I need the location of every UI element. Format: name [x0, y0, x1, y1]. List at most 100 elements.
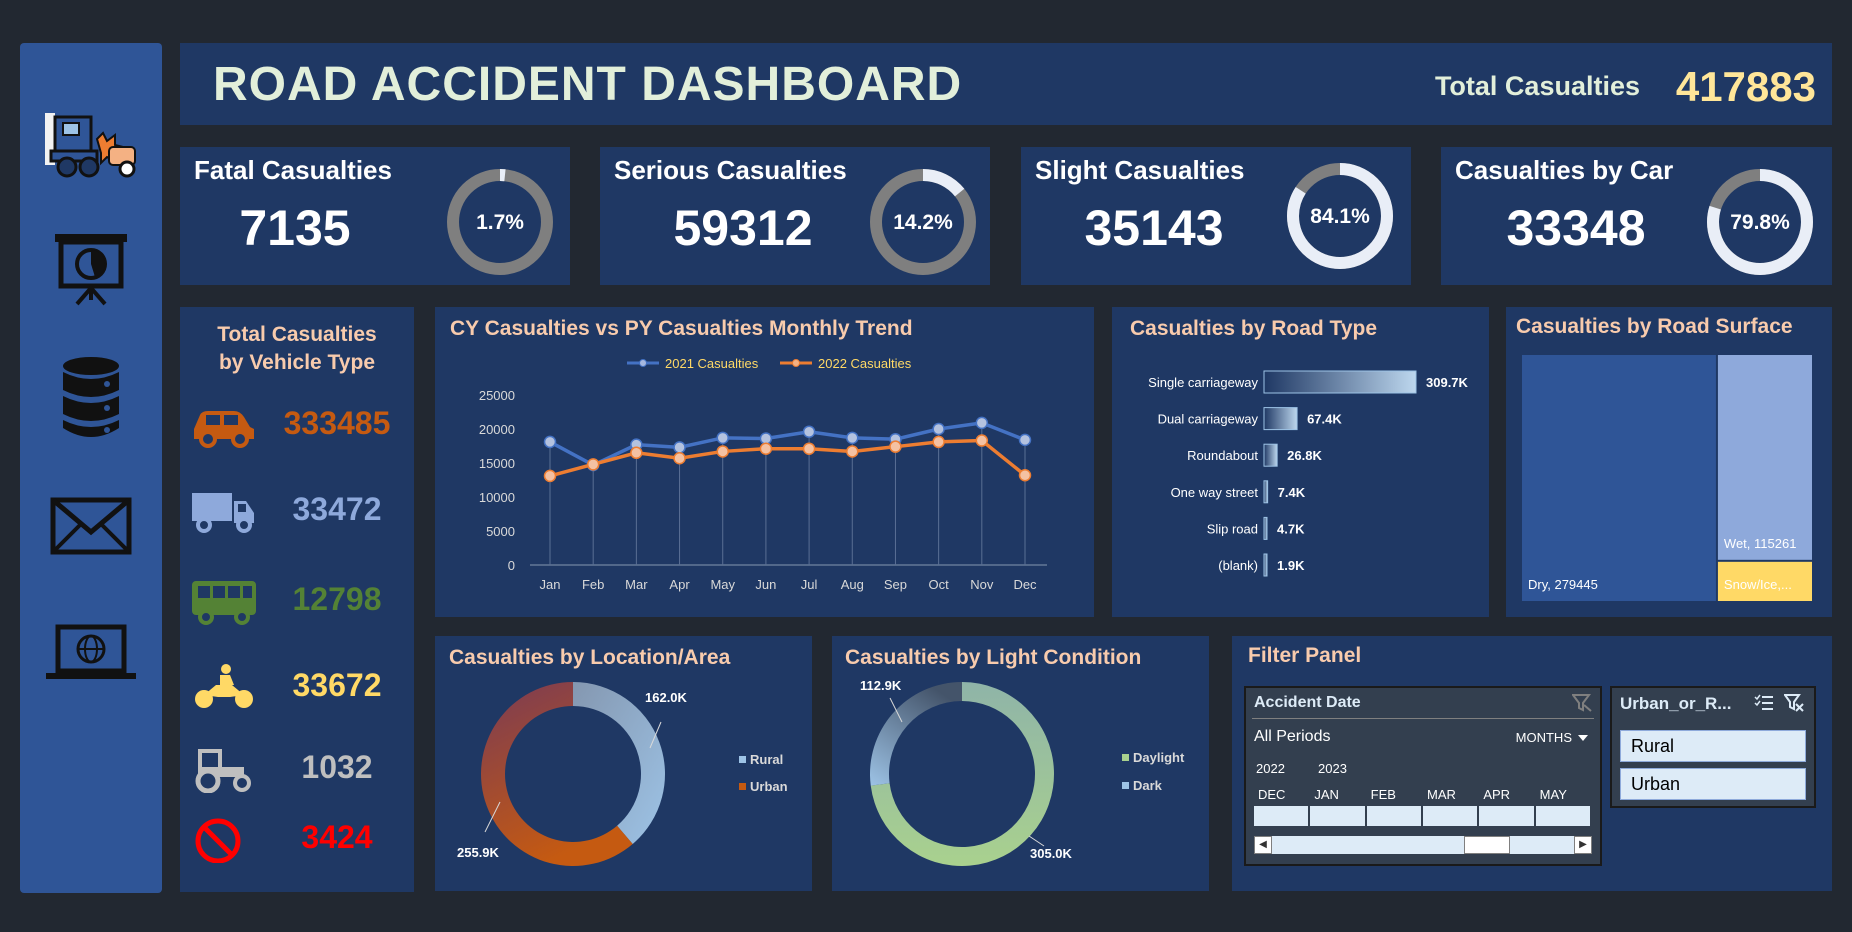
timeline-scrollbar[interactable]: ◀ ▶	[1254, 836, 1592, 854]
multi-select-icon[interactable]	[1754, 694, 1774, 712]
filter-panel: Filter Panel Accident Date All Periods M…	[1232, 636, 1832, 891]
data-point	[802, 425, 816, 438]
data-point	[759, 442, 773, 455]
data-point	[759, 432, 773, 445]
data-point	[716, 445, 729, 458]
scroll-thumb[interactable]	[1464, 836, 1510, 854]
x-tick-label: Mar	[625, 577, 648, 592]
vehicle-value-tractor: 1032	[301, 749, 373, 785]
month-cell[interactable]	[1254, 806, 1309, 826]
road-surface-treemap: Dry, 279445 Wet, 115261 Snow/Ice,...	[1522, 355, 1812, 601]
month-cell[interactable]	[1366, 806, 1421, 826]
car-icon	[194, 411, 254, 448]
x-tick-label: Sep	[884, 577, 907, 592]
vehicle-row-bus: 12798	[180, 571, 418, 631]
scroll-right-icon[interactable]: ▶	[1574, 836, 1592, 854]
bar	[1263, 443, 1278, 467]
data-point	[932, 435, 945, 449]
clear-filter-icon[interactable]	[1784, 694, 1804, 712]
bar-value-label: 67.4K	[1307, 412, 1342, 427]
road-type-panel: Casualties by Road Type Single carriagew…	[1112, 307, 1489, 617]
month-cell[interactable]	[1310, 806, 1365, 826]
accident-icon[interactable]	[20, 98, 162, 188]
data-point	[975, 434, 989, 447]
data-point	[673, 451, 686, 465]
vehicle-row-other: 3424	[180, 809, 418, 869]
kpi-card-serious: Serious Casualties 59312 14.2%	[600, 147, 990, 285]
vehicle-row-car: 333485	[180, 395, 418, 455]
kpi-card-car: Casualties by Car 33348 79.8%	[1441, 147, 1832, 285]
donut-slice-urban	[481, 682, 633, 866]
vehicle-value-other: 3424	[301, 819, 373, 855]
legend-swatch	[1122, 754, 1129, 761]
database-icon[interactable]	[20, 353, 162, 443]
mail-icon[interactable]	[20, 481, 162, 571]
clear-filter-icon[interactable]	[1572, 694, 1592, 712]
legend-label: Rural	[750, 752, 783, 767]
x-tick-label: Jun	[755, 577, 776, 592]
date-timeline-slicer[interactable]: Accident Date All Periods MONTHS 2022 20…	[1244, 686, 1602, 866]
year-label-2022: 2022	[1256, 761, 1285, 776]
vehicle-value-truck: 33472	[292, 491, 382, 527]
vehicle-title-line2: by Vehicle Type	[218, 351, 375, 374]
x-tick-label: Feb	[582, 577, 604, 592]
bar-value-label: 7.4K	[1278, 485, 1306, 500]
kpi-ring-car: 79.8%	[1707, 169, 1813, 275]
month-label: MAR	[1427, 787, 1456, 802]
slice-label-rural: 162.0K	[645, 690, 688, 705]
month-cell[interactable]	[1535, 806, 1590, 826]
chevron-down-icon[interactable]	[1578, 734, 1588, 742]
location-panel: Casualties by Location/Area 162.0K 255.9K…	[435, 636, 812, 891]
vehicle-type-panel: Total Casualties by Vehicle Type 333485 …	[180, 307, 414, 892]
kpi-title: Casualties by Car	[1455, 155, 1674, 185]
kpi-ring-fatal: 1.7%	[447, 169, 553, 275]
kpi-card-fatal: Fatal Casualties 7135 1.7%	[180, 147, 570, 285]
category-label: One way street	[1171, 485, 1259, 500]
tractor-icon	[195, 749, 251, 793]
y-tick-label: 10000	[479, 490, 515, 505]
vehicle-value-car: 333485	[283, 405, 391, 441]
month-label: FEB	[1370, 787, 1396, 802]
category-label: Roundabout	[1187, 448, 1258, 463]
x-tick-label: Dec	[1013, 577, 1037, 592]
x-tick-label: Jul	[801, 577, 818, 592]
data-point	[543, 469, 557, 483]
month-cell[interactable]	[1423, 806, 1478, 826]
presentation-icon[interactable]	[20, 223, 162, 313]
road-surface-panel: Casualties by Road Surface Dry, 279445 We…	[1506, 307, 1832, 617]
category-label: (blank)	[1218, 558, 1258, 573]
trend-chart-panel: CY Casualties vs PY Casualties Monthly T…	[435, 307, 1094, 617]
time-level-select[interactable]: MONTHS	[1515, 730, 1572, 745]
data-point	[630, 446, 643, 460]
y-tick-label: 15000	[479, 456, 515, 471]
total-casualties-label: Total Casualties	[1434, 71, 1640, 101]
data-point	[1018, 433, 1032, 447]
trend-chart: 2021 Casualties 2022 Casualties 0 5000 10000…	[479, 356, 1047, 592]
legend-label: Dark	[1133, 778, 1163, 793]
road-surface-title: Casualties by Road Surface	[1516, 315, 1793, 338]
y-tick-label: 20000	[479, 422, 515, 437]
legend-swatch	[1122, 782, 1129, 789]
series-line-2022	[549, 438, 1027, 478]
no-entry-icon	[195, 818, 241, 863]
bar-value-label: 1.9K	[1277, 558, 1305, 573]
bar-value-label: 309.7K	[1426, 375, 1469, 390]
bar-value-label: 4.7K	[1277, 521, 1305, 536]
area-slicer[interactable]: Urban_or_R... Rural Urban	[1610, 686, 1816, 808]
y-tick-label: 0	[508, 558, 515, 573]
data-point	[586, 458, 600, 471]
kpi-title: Serious Casualties	[614, 155, 847, 185]
vehicle-row-tractor: 1032	[180, 739, 418, 799]
kpi-value: 59312	[673, 200, 813, 256]
date-slicer-header: Accident Date	[1254, 694, 1361, 711]
legend-label: 2021 Casualties	[665, 356, 759, 371]
laptop-globe-icon[interactable]	[20, 608, 162, 698]
road-type-chart: Single carriageway 309.7K Dual carriageway…	[1148, 370, 1469, 577]
scroll-left-icon[interactable]: ◀	[1254, 836, 1272, 854]
month-cell[interactable]	[1479, 806, 1534, 826]
slicer-option-urban[interactable]: Urban	[1620, 768, 1806, 800]
kpi-title: Slight Casualties	[1035, 155, 1245, 185]
slicer-option-rural[interactable]: Rural	[1620, 730, 1806, 762]
x-tick-label: Nov	[970, 577, 994, 592]
vehicle-row-truck: 33472	[180, 481, 418, 541]
